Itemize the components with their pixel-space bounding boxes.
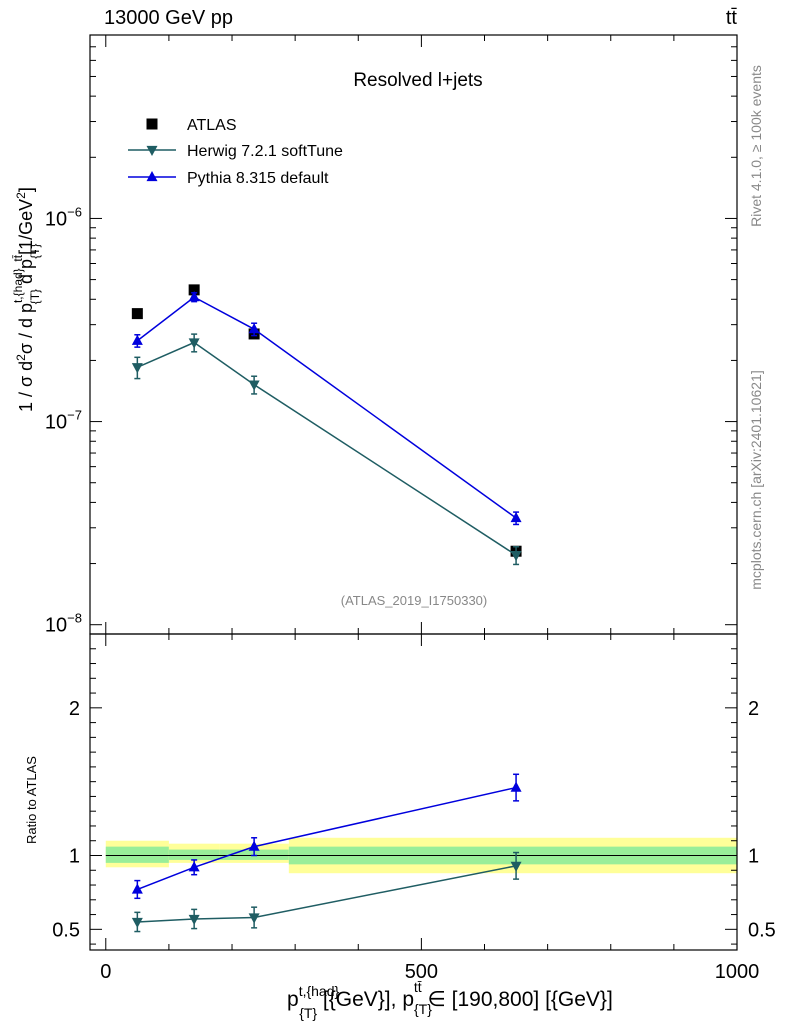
herwig-ratio-line (137, 865, 517, 923)
uncertainty-band-green (105, 846, 169, 863)
ratio-y-tick-label: 2 (69, 698, 80, 720)
ratio-y-tick-label-right: 0.5 (748, 919, 776, 941)
pythia-ratio-point (248, 840, 260, 851)
pythia-point (188, 291, 200, 302)
uncertainty-band-green (168, 849, 220, 860)
herwig-point (188, 338, 200, 349)
process-label: tt̄ (726, 7, 738, 29)
ratio-ylabel: Ratio to ATLAS (24, 756, 39, 844)
legend-marker-herwig (146, 145, 158, 157)
pythia-ratio-point (188, 861, 200, 872)
herwig-ratio-point (248, 913, 260, 924)
herwig-ratio-point (510, 861, 522, 872)
analysis-annotation: (ATLAS_2019_I1750330) (341, 593, 487, 608)
herwig-ratio-point (188, 914, 200, 926)
pythia-point (248, 323, 260, 334)
main-ylabel: 1 / σ d2σ / d pt,{had} {T} d p{T}tt̄[1/Ge… (11, 187, 42, 412)
ratio-plot-frame (89, 633, 738, 951)
pythia-ratio-point (131, 883, 143, 894)
legend-label-atlas: ATLAS (187, 117, 237, 134)
pythia-ratio-point (510, 781, 522, 792)
y-tick-label: 10−7 (45, 408, 82, 434)
rivet-label: Rivet 4.1.0, ≥ 100k events (748, 65, 764, 227)
y-tick-label: 10−6 (45, 204, 82, 230)
ratio-y-tick-label-right: 1 (748, 845, 759, 867)
pythia-line (136, 296, 517, 519)
legend-label-herwig: Herwig 7.2.1 softTune (187, 143, 343, 160)
x-tick-label: 500 (405, 961, 438, 983)
x-tick-label: 0 (100, 961, 111, 983)
plot-title: Resolved l+jets (353, 70, 482, 91)
herwig-ratio-point (131, 917, 143, 928)
legend-marker-pythia (146, 170, 158, 182)
pythia-point (131, 334, 143, 345)
x-tick-label: 1000 (715, 961, 760, 983)
y-tick-label: 10−8 (45, 611, 82, 637)
mcplots-label: mcplots.cern.ch [arXiv:2401.10621] (748, 370, 764, 589)
atlas-point (131, 308, 143, 320)
ratio-y-tick-label: 1 (69, 845, 80, 867)
herwig-point (248, 380, 260, 391)
legend-label-pythia: Pythia 8.315 default (187, 170, 329, 187)
pythia-point (510, 512, 522, 523)
ratio-y-tick-label-right: 2 (748, 698, 759, 720)
collision-label: 13000 GeV pp (104, 7, 233, 29)
pythia-ratio-line (137, 786, 517, 891)
herwig-point (510, 551, 522, 562)
herwig-line (137, 341, 517, 556)
herwig-point (131, 363, 143, 374)
ratio-y-tick-label: 0.5 (52, 919, 80, 941)
atlas-point (188, 284, 200, 296)
ratio-xlabel: pt,{had} {T} [{GeV}], p{T}tt̄ ∈ [190,800]… (287, 979, 613, 1021)
legend-marker-atlas (146, 118, 158, 130)
